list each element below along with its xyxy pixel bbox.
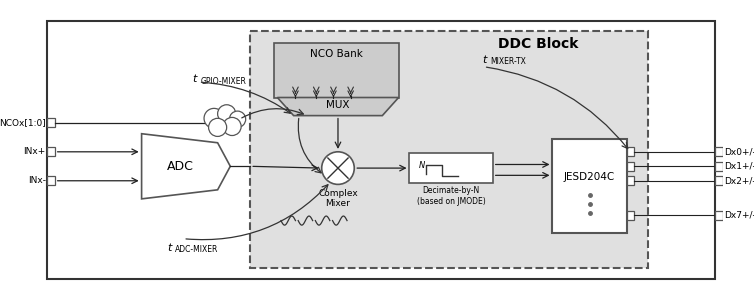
Bar (409, 153, 492, 184)
Text: INx+: INx+ (23, 147, 46, 156)
Text: ADC: ADC (167, 160, 194, 173)
Text: t: t (482, 55, 486, 64)
Circle shape (204, 108, 224, 128)
Bar (716, 176, 722, 185)
Text: INx-: INx- (28, 176, 46, 185)
Bar (48, 176, 55, 185)
Bar (627, 211, 634, 220)
Circle shape (218, 105, 236, 123)
Text: MUX: MUX (326, 100, 350, 110)
Text: GPIO-MIXER: GPIO-MIXER (201, 77, 247, 86)
Text: Complex
Mixer: Complex Mixer (318, 189, 358, 208)
Text: t: t (167, 243, 171, 253)
Circle shape (223, 117, 241, 136)
Text: NCO Bank: NCO Bank (310, 49, 363, 58)
Circle shape (209, 118, 227, 136)
Text: DDC Block: DDC Block (498, 37, 579, 51)
Bar (553, 139, 627, 233)
Bar (716, 147, 722, 156)
Text: Dx2+/-: Dx2+/- (725, 176, 754, 185)
Text: JESD204C: JESD204C (564, 172, 615, 182)
Bar (48, 147, 55, 156)
Text: t: t (192, 74, 197, 84)
Text: Dx7+/-: Dx7+/- (725, 211, 754, 220)
Bar (250, 31, 648, 268)
Bar (627, 176, 634, 185)
Text: ADC-MIXER: ADC-MIXER (175, 245, 219, 254)
Bar (627, 147, 634, 156)
Text: MIXER-TX: MIXER-TX (490, 57, 526, 66)
Bar (627, 162, 634, 171)
Bar (48, 118, 55, 128)
Text: NCOx[1:0]: NCOx[1:0] (0, 118, 46, 127)
Circle shape (229, 111, 246, 128)
Bar (716, 211, 722, 220)
Bar (716, 162, 722, 171)
Text: Decimate-by-N
(based on JMODE): Decimate-by-N (based on JMODE) (417, 186, 486, 206)
Text: Dx1+/-: Dx1+/- (725, 162, 754, 171)
Circle shape (322, 152, 354, 184)
Polygon shape (277, 98, 399, 116)
Text: N: N (418, 161, 425, 170)
Text: Dx0+/-: Dx0+/- (725, 147, 754, 156)
Bar (274, 43, 399, 98)
Polygon shape (142, 134, 230, 199)
